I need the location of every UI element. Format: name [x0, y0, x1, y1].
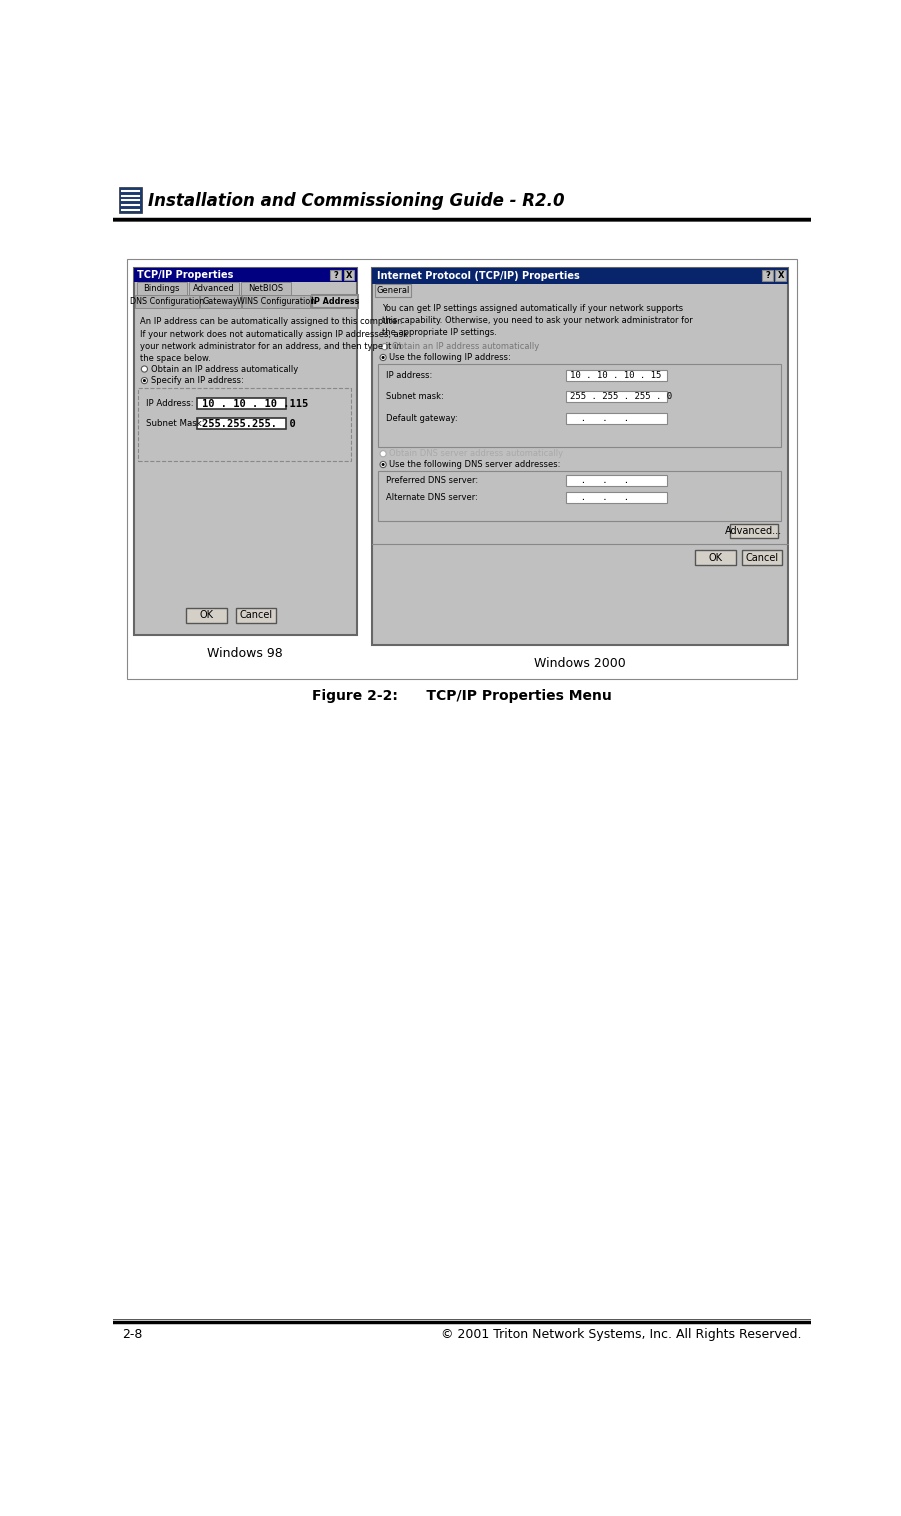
- Text: ?: ?: [333, 270, 338, 279]
- Bar: [775, 270, 786, 282]
- Text: General: General: [377, 285, 410, 294]
- Text: Cancel: Cancel: [745, 553, 778, 562]
- Bar: [126, 259, 797, 679]
- Text: .   .   .: . . .: [569, 493, 629, 502]
- Bar: [372, 268, 788, 644]
- Bar: [137, 282, 187, 296]
- Text: Use the following DNS server addresses:: Use the following DNS server addresses:: [389, 459, 560, 468]
- Text: Windows 98: Windows 98: [207, 647, 283, 659]
- Circle shape: [380, 450, 387, 456]
- Text: Subnet Mask:: Subnet Mask:: [146, 420, 205, 428]
- Text: .   .   .: . . .: [569, 476, 629, 485]
- Bar: [742, 550, 782, 565]
- Bar: [135, 296, 198, 308]
- Text: WINS Configuration: WINS Configuration: [237, 297, 315, 306]
- Text: X: X: [778, 271, 784, 280]
- Text: 255 . 255 . 255 . 0: 255 . 255 . 255 . 0: [569, 393, 672, 402]
- Bar: [119, 186, 142, 214]
- Bar: [197, 418, 287, 429]
- Circle shape: [381, 344, 387, 350]
- Text: Obtain an IP address automatically: Obtain an IP address automatically: [392, 343, 539, 352]
- Text: 2-8: 2-8: [122, 1328, 142, 1342]
- Text: Advanced...: Advanced...: [725, 526, 782, 535]
- Bar: [378, 470, 780, 520]
- Text: DNS Configuration: DNS Configuration: [130, 297, 204, 306]
- Circle shape: [380, 461, 387, 467]
- Text: You can get IP settings assigned automatically if your network supports
this cap: You can get IP settings assigned automat…: [381, 305, 692, 337]
- Bar: [187, 608, 226, 623]
- Text: Obtain DNS server address automatically: Obtain DNS server address automatically: [389, 449, 563, 458]
- Bar: [133, 268, 357, 635]
- Text: An IP address can be automatically assigned to this computer.
If your network do: An IP address can be automatically assig…: [140, 317, 408, 362]
- Text: IP address:: IP address:: [387, 371, 432, 379]
- Text: Figure 2-2:    TCP/IP Properties Menu: Figure 2-2: TCP/IP Properties Menu: [312, 690, 611, 703]
- Circle shape: [143, 379, 146, 382]
- Bar: [236, 608, 276, 623]
- Text: Alternate DNS server:: Alternate DNS server:: [387, 493, 478, 502]
- Bar: [566, 391, 667, 402]
- Text: Preferred DNS server:: Preferred DNS server:: [387, 476, 478, 485]
- Bar: [730, 525, 778, 538]
- Text: IP Address:: IP Address:: [146, 399, 194, 408]
- Text: Obtain an IP address automatically: Obtain an IP address automatically: [150, 364, 298, 373]
- Text: Internet Protocol (TCP/IP) Properties: Internet Protocol (TCP/IP) Properties: [377, 271, 579, 280]
- Text: Subnet mask:: Subnet mask:: [387, 393, 444, 402]
- Text: Use the following IP address:: Use the following IP address:: [389, 353, 511, 362]
- Bar: [242, 296, 310, 308]
- Bar: [376, 283, 411, 297]
- Text: ?: ?: [765, 271, 769, 280]
- Bar: [138, 388, 350, 461]
- Bar: [696, 550, 736, 565]
- Bar: [200, 296, 241, 308]
- Text: Gateway: Gateway: [203, 297, 238, 306]
- Text: Cancel: Cancel: [240, 611, 273, 620]
- Bar: [331, 270, 341, 280]
- Bar: [566, 370, 667, 381]
- Text: OK: OK: [199, 611, 214, 620]
- Text: Windows 2000: Windows 2000: [534, 656, 626, 670]
- Circle shape: [141, 365, 148, 371]
- Text: Default gateway:: Default gateway:: [387, 414, 458, 423]
- Circle shape: [381, 356, 385, 359]
- Text: TCP/IP Properties: TCP/IP Properties: [138, 270, 233, 280]
- Text: OK: OK: [708, 553, 723, 562]
- Text: Installation and Commissioning Guide - R2.0: Installation and Commissioning Guide - R…: [149, 193, 565, 209]
- Bar: [566, 493, 667, 503]
- Text: 255.255.255.  0: 255.255.255. 0: [202, 418, 296, 429]
- Text: Bindings: Bindings: [143, 283, 180, 293]
- Circle shape: [381, 462, 385, 465]
- Text: Specify an IP address:: Specify an IP address:: [150, 376, 243, 385]
- Circle shape: [141, 377, 148, 384]
- Text: Advanced: Advanced: [193, 283, 234, 293]
- Bar: [241, 282, 291, 296]
- Text: NetBIOS: NetBIOS: [248, 283, 283, 293]
- Text: .   .   .: . . .: [569, 414, 629, 423]
- Bar: [378, 364, 780, 447]
- Bar: [343, 270, 354, 280]
- Bar: [133, 268, 357, 282]
- Bar: [566, 412, 667, 423]
- Text: IP Address: IP Address: [311, 297, 359, 306]
- Circle shape: [380, 355, 387, 361]
- Bar: [197, 399, 287, 409]
- Text: 10 . 10 . 10 .115: 10 . 10 . 10 .115: [202, 399, 308, 409]
- Text: © 2001 Triton Network Systems, Inc. All Rights Reserved.: © 2001 Triton Network Systems, Inc. All …: [441, 1328, 802, 1342]
- Bar: [372, 268, 788, 283]
- Text: 10 . 10 . 10 . 15: 10 . 10 . 10 . 15: [569, 371, 661, 379]
- Text: X: X: [346, 270, 352, 279]
- Bar: [312, 296, 359, 308]
- Bar: [762, 270, 773, 282]
- Bar: [188, 282, 239, 296]
- Bar: [566, 476, 667, 487]
